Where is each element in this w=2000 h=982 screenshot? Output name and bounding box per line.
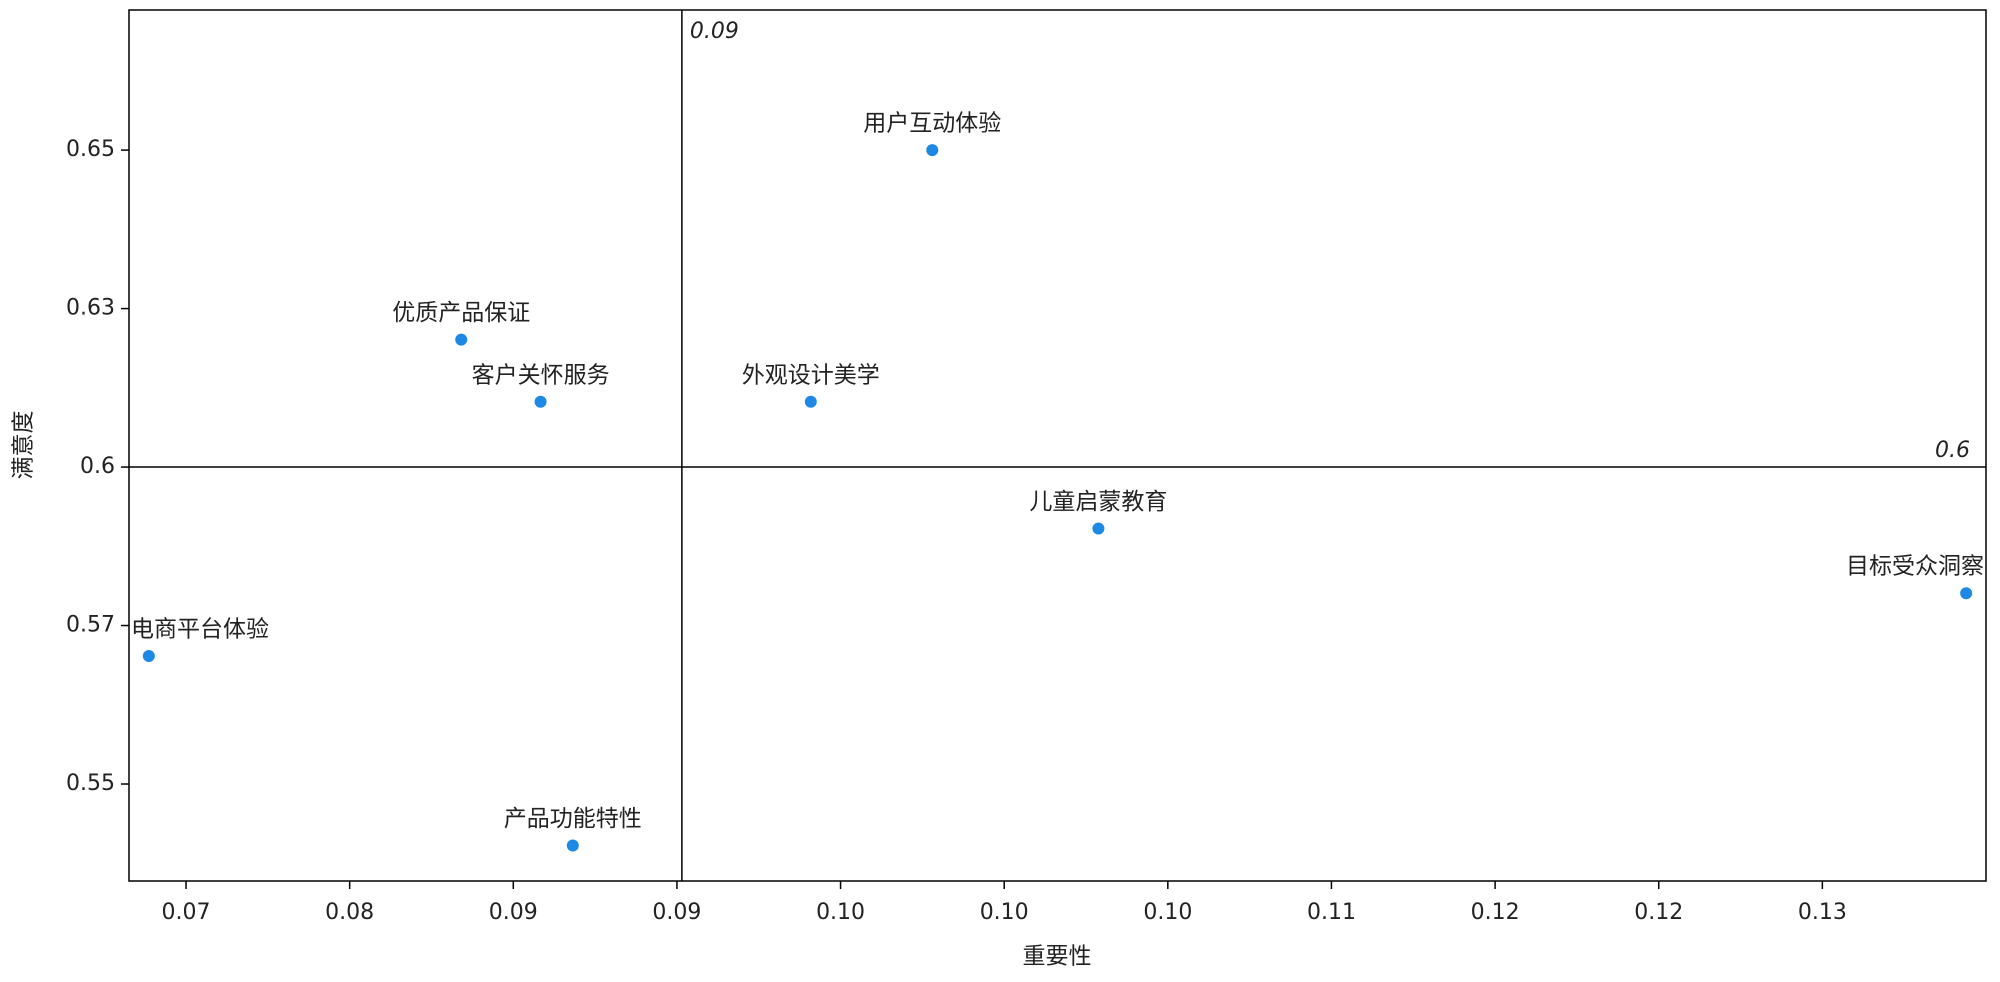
x-tick-label: 0.10 — [980, 900, 1029, 925]
x-tick-label: 0.13 — [1798, 900, 1847, 925]
point — [926, 144, 939, 157]
y-tick-label: 0.6 — [80, 454, 115, 479]
x-tick-label: 0.09 — [489, 900, 538, 925]
x-tick-label: 0.08 — [325, 900, 374, 925]
x-tick-label: 0.09 — [652, 900, 701, 925]
point-label: 目标受众洞察 — [1846, 554, 1984, 580]
x-tick-label: 0.11 — [1307, 900, 1356, 925]
plot-frame — [128, 9, 1987, 882]
point — [142, 649, 155, 662]
point-label: 电商平台体验 — [131, 616, 269, 642]
x-tick-label: 0.07 — [162, 900, 211, 925]
x-axis-label: 重要性 — [1023, 944, 1092, 970]
y-tick-label: 0.57 — [66, 613, 115, 638]
point-label: 客户关怀服务 — [472, 362, 610, 388]
x-tick-label: 0.10 — [1143, 900, 1192, 925]
y-tick-label: 0.55 — [66, 771, 115, 796]
reference-label: 0.09 — [690, 19, 739, 44]
y-tick-label: 0.63 — [66, 296, 115, 321]
x-tick-label: 0.12 — [1634, 900, 1683, 925]
point — [1960, 587, 1973, 600]
point-label: 用户互动体验 — [863, 111, 1001, 137]
point-label: 外观设计美学 — [742, 362, 880, 388]
y-axis-label: 满意度 — [11, 411, 37, 480]
point-label: 优质产品保证 — [392, 300, 530, 326]
y-tick-label: 0.65 — [66, 137, 115, 162]
reference-label: 0.6 — [1935, 438, 1970, 463]
point — [804, 395, 817, 408]
point — [1092, 522, 1105, 535]
point-label: 产品功能特性 — [504, 806, 642, 832]
point — [455, 333, 468, 346]
point — [566, 839, 579, 852]
x-tick-label: 0.10 — [816, 900, 865, 925]
point — [534, 395, 547, 408]
x-tick-label: 0.12 — [1471, 900, 1520, 925]
point-label: 儿童启蒙教育 — [1029, 489, 1167, 515]
